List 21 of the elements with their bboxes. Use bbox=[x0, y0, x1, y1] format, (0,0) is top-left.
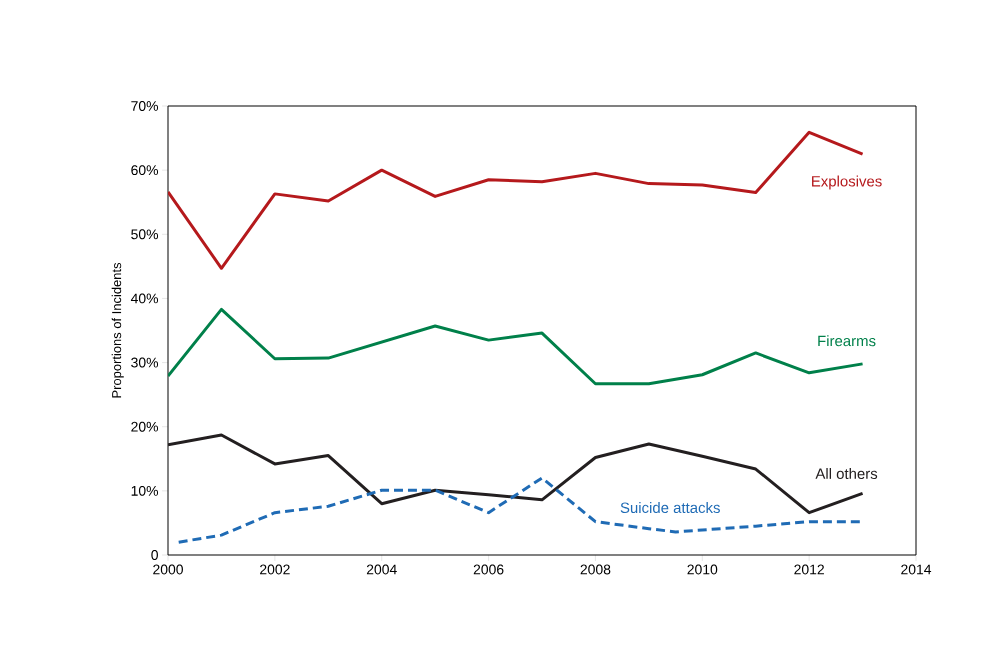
series-label: All others bbox=[815, 468, 878, 479]
y-tick-label: 20% bbox=[131, 421, 159, 432]
x-tick-label: 2012 bbox=[794, 564, 824, 575]
x-tick-label: 2014 bbox=[901, 564, 932, 575]
x-tick-label: 2004 bbox=[366, 564, 397, 575]
series-label: Suicide attacks bbox=[620, 502, 720, 514]
y-tick-label: 50% bbox=[131, 229, 159, 240]
x-tick-label: 2002 bbox=[260, 564, 290, 575]
x-tick-label: 2006 bbox=[473, 564, 504, 575]
series-label: Firearms bbox=[818, 335, 876, 347]
y-tick-label: 40% bbox=[130, 293, 159, 304]
x-tick-label: 2010 bbox=[687, 564, 718, 575]
x-tick-label: 2000 bbox=[153, 564, 183, 575]
y-tick-label: 70% bbox=[131, 101, 159, 111]
x-tick-label: 2008 bbox=[580, 564, 611, 575]
y-tick-label: 30% bbox=[131, 357, 159, 368]
y-tick-label: 0 bbox=[151, 550, 158, 560]
y-tick-label: 10% bbox=[131, 485, 159, 496]
y-axis-title: Proportions of Incidents bbox=[111, 262, 124, 398]
y-tick-label: 60% bbox=[131, 165, 159, 176]
series-label: Explosives bbox=[812, 175, 882, 190]
